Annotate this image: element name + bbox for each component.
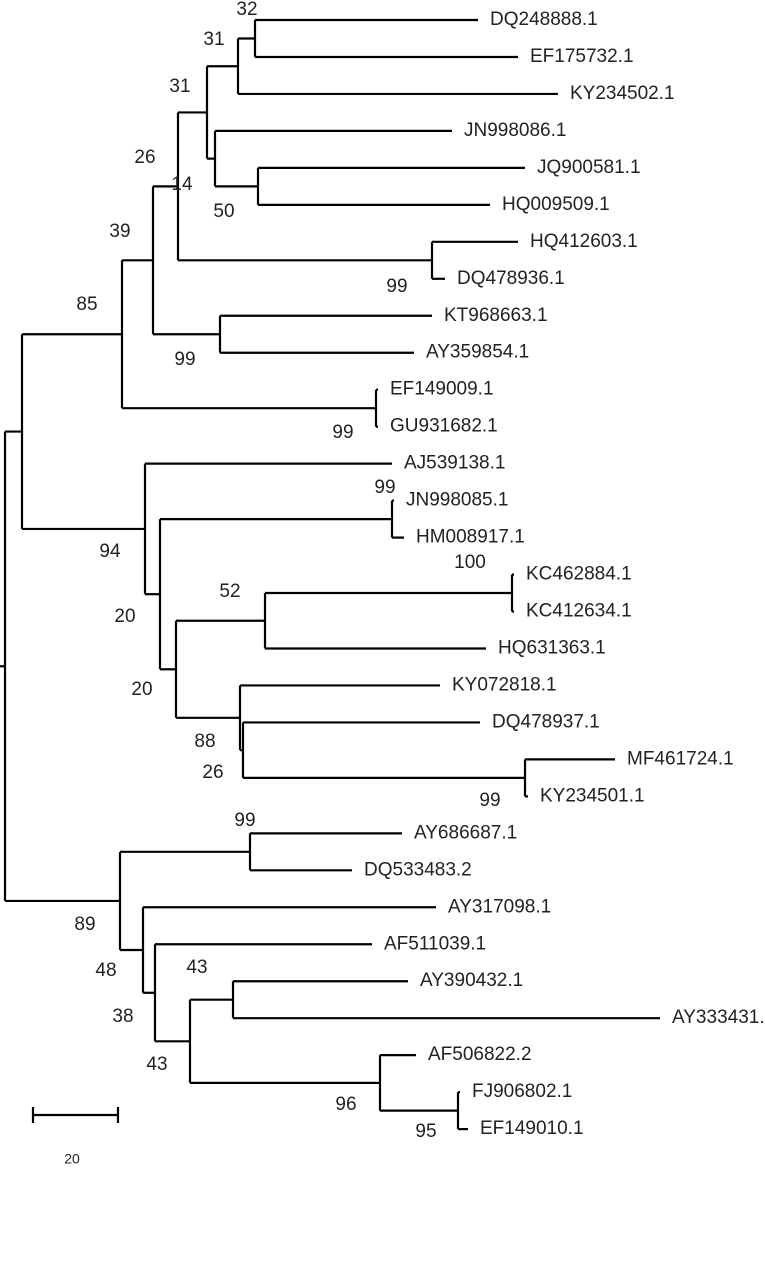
bootstrap-value: 43 [146, 1054, 167, 1075]
scale-bar-label: 20 [64, 1151, 80, 1167]
leaf-label: AY333431.1 [672, 1007, 765, 1028]
leaf-label: JQ900581.1 [537, 157, 641, 178]
bootstrap-value: 99 [174, 349, 195, 370]
leaf-label: KY072818.1 [452, 674, 557, 695]
bootstrap-value: 99 [386, 276, 407, 297]
leaf-label: HQ412603.1 [530, 231, 638, 252]
bootstrap-value: 14 [171, 174, 193, 195]
bootstrap-value: 20 [131, 679, 152, 700]
leaf-label: DQ478937.1 [492, 711, 600, 732]
leaf-label: MF461724.1 [627, 748, 734, 769]
leaf-label: DQ248888.1 [490, 9, 598, 30]
bootstrap-value: 99 [234, 810, 255, 831]
bootstrap-value: 94 [99, 541, 121, 562]
bootstrap-value: 50 [213, 201, 234, 222]
bootstrap-value: 26 [134, 147, 155, 168]
leaf-label: JN998085.1 [406, 490, 508, 511]
leaf-label: AJ539138.1 [404, 453, 505, 474]
tree-branches [0, 18, 660, 1131]
leaf-label: DQ478936.1 [457, 268, 565, 289]
bootstrap-value: 96 [335, 1094, 356, 1115]
leaf-label: DQ533483.2 [364, 859, 472, 880]
bootstrap-value: 39 [109, 221, 130, 242]
leaf-label: AY390432.1 [420, 970, 523, 991]
leaf-label: AY686687.1 [414, 822, 517, 843]
bootstrap-value: 48 [95, 960, 116, 981]
bootstrap-value: 26 [202, 762, 223, 783]
bootstrap-value: 32 [236, 0, 257, 20]
bootstrap-value: 99 [479, 790, 500, 811]
bootstrap-value: 88 [194, 731, 215, 752]
leaf-label: KC412634.1 [526, 601, 632, 622]
leaf-label: GU931682.1 [390, 416, 498, 437]
bootstrap-value: 100 [454, 552, 486, 573]
bootstrap-value: 85 [76, 294, 97, 315]
bootstrap-value: 99 [332, 422, 353, 443]
leaf-label: AF511039.1 [384, 933, 486, 954]
leaf-label: HM008917.1 [416, 527, 525, 548]
leaf-label: HQ009509.1 [502, 194, 610, 215]
leaf-label: AY317098.1 [448, 896, 551, 917]
bootstrap-value: 31 [203, 29, 224, 50]
leaf-label: HQ631363.1 [498, 638, 606, 659]
leaf-label: EF149010.1 [480, 1118, 584, 1139]
leaf-label: FJ906802.1 [472, 1081, 572, 1102]
leaf-label: AF506822.2 [428, 1044, 532, 1065]
leaf-label: KT968663.1 [444, 305, 548, 326]
leaf-label: KC462884.1 [526, 564, 632, 585]
bootstrap-value: 31 [169, 76, 190, 97]
leaf-label: KY234501.1 [540, 785, 645, 806]
leaf-label: JN998086.1 [464, 120, 566, 141]
leaf-label: EF149009.1 [390, 379, 494, 400]
bootstrap-value: 20 [114, 606, 135, 627]
leaf-label: EF175732.1 [530, 46, 634, 67]
bootstrap-value: 52 [219, 581, 240, 602]
bootstrap-value: 43 [186, 957, 207, 978]
bootstrap-value: 38 [112, 1006, 133, 1027]
bootstrap-value: 95 [415, 1121, 436, 1142]
bootstrap-value: 89 [74, 914, 95, 935]
leaf-label: AY359854.1 [426, 342, 529, 363]
leaf-label: KY234502.1 [570, 83, 675, 104]
bootstrap-value: 99 [374, 477, 395, 498]
